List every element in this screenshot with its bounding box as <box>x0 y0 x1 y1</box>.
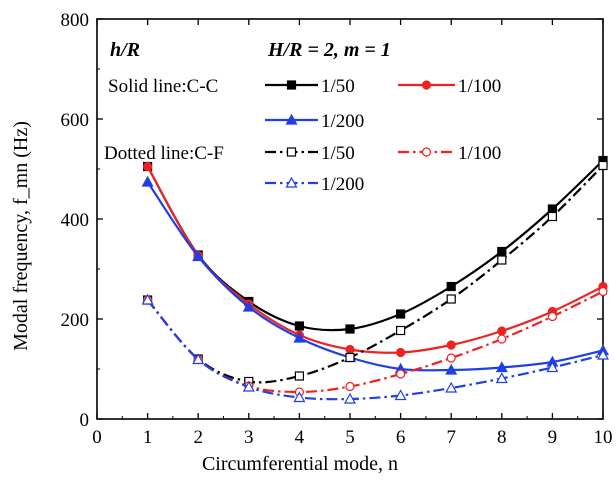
data-point <box>547 311 558 322</box>
y-tick-label: 600 <box>61 110 90 131</box>
x-tick-label: 8 <box>497 427 507 448</box>
series-line <box>146 159 604 332</box>
params-annotation: H/R = 2, m = 1 <box>267 39 391 61</box>
series-c-c-1-200 <box>141 175 610 375</box>
data-point <box>343 392 357 404</box>
data-point <box>394 389 407 401</box>
data-point <box>445 381 458 393</box>
y-tick-label: 0 <box>80 410 90 431</box>
x-tick-label: 1 <box>143 427 153 448</box>
series-layer <box>141 155 610 404</box>
series-c-f-1-200 <box>141 293 610 404</box>
dotted-group-label: Dotted line:C-F <box>104 143 224 164</box>
data-point <box>293 331 306 343</box>
x-tick-label: 2 <box>193 427 203 448</box>
legend-label-cc-1-200: 1/200 <box>321 111 364 132</box>
data-point <box>396 347 406 358</box>
data-point <box>497 326 507 336</box>
data-point <box>446 294 456 304</box>
data-point <box>446 353 456 363</box>
data-point <box>294 321 304 331</box>
data-point <box>547 204 558 214</box>
legend: h/R H/R = 2, m = 1 Solid line:C-C Dotted… <box>104 39 501 195</box>
data-point <box>141 175 154 187</box>
x-tick-label: 5 <box>345 427 355 448</box>
data-point <box>546 361 559 373</box>
y-axis-label: Modal frequency, f_mn (Hz) <box>10 121 32 351</box>
series-c-c-1-100 <box>143 161 608 358</box>
hr-title: h/R <box>110 39 140 61</box>
x-tick-label: 4 <box>295 427 305 448</box>
data-point <box>345 381 355 392</box>
legend-label-cf-1-100: 1/100 <box>458 143 501 164</box>
x-tick-label: 0 <box>92 427 102 448</box>
y-tick-label: 400 <box>61 210 90 231</box>
legend-marker <box>285 113 298 125</box>
data-point <box>495 361 508 373</box>
legend-label-cc-1-50: 1/50 <box>321 76 355 97</box>
data-point <box>143 161 153 172</box>
x-tick-label: 6 <box>396 427 406 448</box>
data-point <box>445 363 458 375</box>
x-axis-label: Circumferential mode, n <box>202 453 398 475</box>
series-line <box>146 290 604 394</box>
data-point <box>446 281 456 292</box>
data-point <box>598 286 608 297</box>
data-point <box>497 246 507 257</box>
x-tick-label: 9 <box>548 427 558 448</box>
data-point <box>192 250 205 262</box>
legend-marker <box>286 80 297 90</box>
solid-group-label: Solid line:C-C <box>108 76 218 97</box>
data-point <box>293 391 306 403</box>
data-point <box>396 325 406 336</box>
data-point <box>495 372 508 384</box>
series-c-f-1-100 <box>143 286 608 397</box>
x-tick-label: 10 <box>594 427 613 448</box>
data-point <box>497 255 507 265</box>
x-tick-label: 3 <box>244 427 254 448</box>
data-point <box>396 369 406 379</box>
data-point <box>596 348 610 360</box>
legend-marker <box>285 176 298 188</box>
x-tick-label: 7 <box>446 427 456 448</box>
data-point <box>345 352 355 363</box>
series-line <box>146 299 604 401</box>
y-tick-label: 200 <box>61 310 90 331</box>
series-c-c-1-50 <box>143 155 608 334</box>
data-point <box>547 211 558 222</box>
legend-marker <box>421 80 432 90</box>
data-point <box>141 293 154 305</box>
data-point <box>396 309 406 319</box>
axis-ticks: 0 1 2 3 4 5 6 7 8 9 10 0 200 400 600 800 <box>61 10 613 448</box>
legend-label-cf-1-50: 1/50 <box>321 143 355 164</box>
data-point <box>294 371 304 381</box>
y-tick-label: 800 <box>61 10 90 31</box>
data-point <box>345 324 355 334</box>
series-line <box>146 181 604 372</box>
data-point <box>598 160 608 171</box>
legend-label-cf-1-200: 1/200 <box>321 174 364 195</box>
data-point <box>446 340 456 350</box>
data-point <box>192 353 205 365</box>
legend-label-cc-1-100: 1/100 <box>458 76 501 97</box>
legend-marker <box>286 147 297 157</box>
legend-marker <box>421 147 432 157</box>
data-point <box>497 334 507 344</box>
data-point <box>242 380 255 392</box>
data-point <box>242 300 255 312</box>
series-line <box>146 164 604 384</box>
